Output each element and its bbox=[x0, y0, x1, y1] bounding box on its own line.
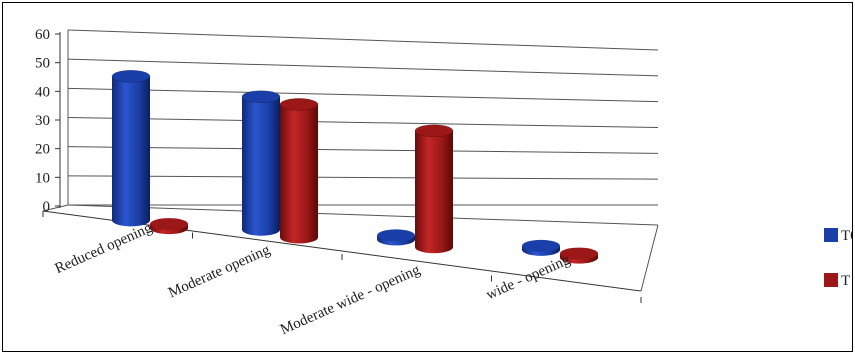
bar-body bbox=[112, 76, 150, 227]
legend-label: T bbox=[841, 273, 850, 289]
bar-top bbox=[150, 218, 188, 231]
legend-swatch bbox=[824, 273, 838, 287]
legend-swatch bbox=[824, 228, 838, 242]
bar-top bbox=[414, 124, 454, 138]
y-tick-label: 30 bbox=[35, 113, 50, 129]
bar-body bbox=[242, 96, 280, 236]
y-tick-label: 20 bbox=[35, 142, 50, 158]
bar-top bbox=[111, 70, 151, 83]
legend-label: T0 bbox=[841, 228, 852, 244]
y-tick-label: 0 bbox=[43, 199, 51, 215]
x-tick-label: Reduced opening bbox=[53, 220, 155, 277]
bar bbox=[241, 90, 281, 236]
gridline bbox=[67, 29, 659, 51]
bar-top bbox=[241, 90, 281, 103]
y-tick-label: 40 bbox=[35, 84, 50, 100]
bar-top bbox=[522, 239, 560, 252]
x-tick-label: Moderate wide - opening bbox=[278, 262, 423, 338]
y-tick-label: 60 bbox=[35, 27, 50, 43]
x-tick-label: wide - opening bbox=[484, 252, 573, 303]
bars bbox=[111, 70, 598, 264]
gridline bbox=[67, 146, 659, 154]
bar bbox=[111, 70, 151, 227]
bar-top bbox=[560, 247, 598, 260]
bar-body bbox=[280, 104, 318, 244]
legend: T0 T bbox=[824, 228, 852, 289]
gridline bbox=[67, 58, 659, 77]
bar-body bbox=[415, 130, 453, 254]
y-tick-label: 10 bbox=[35, 170, 50, 186]
x-tick-label: Moderate opening bbox=[166, 242, 273, 301]
bar bbox=[560, 247, 598, 264]
gridline bbox=[67, 117, 659, 128]
bar-top bbox=[279, 98, 319, 111]
legend-item: T0 bbox=[824, 228, 852, 244]
bar bbox=[522, 239, 560, 256]
y-tick-label: 50 bbox=[35, 56, 50, 72]
side-wall-base-edge bbox=[42, 204, 69, 212]
gridline bbox=[67, 87, 659, 103]
bar bbox=[377, 229, 415, 246]
gridlines bbox=[42, 29, 659, 212]
floor-back-edge bbox=[67, 204, 659, 226]
bar bbox=[414, 124, 454, 254]
y-tick-labels: 0 10 20 30 40 50 60 bbox=[35, 27, 50, 215]
bar-chart: 0 10 20 30 40 50 60 Reduced opening Moderate op… bbox=[35, 27, 852, 338]
bar bbox=[150, 218, 188, 235]
legend-item: T bbox=[824, 273, 850, 289]
floor-right-edge bbox=[640, 224, 659, 292]
bar-top bbox=[377, 229, 415, 242]
gridline bbox=[67, 175, 659, 180]
bar bbox=[279, 98, 319, 244]
